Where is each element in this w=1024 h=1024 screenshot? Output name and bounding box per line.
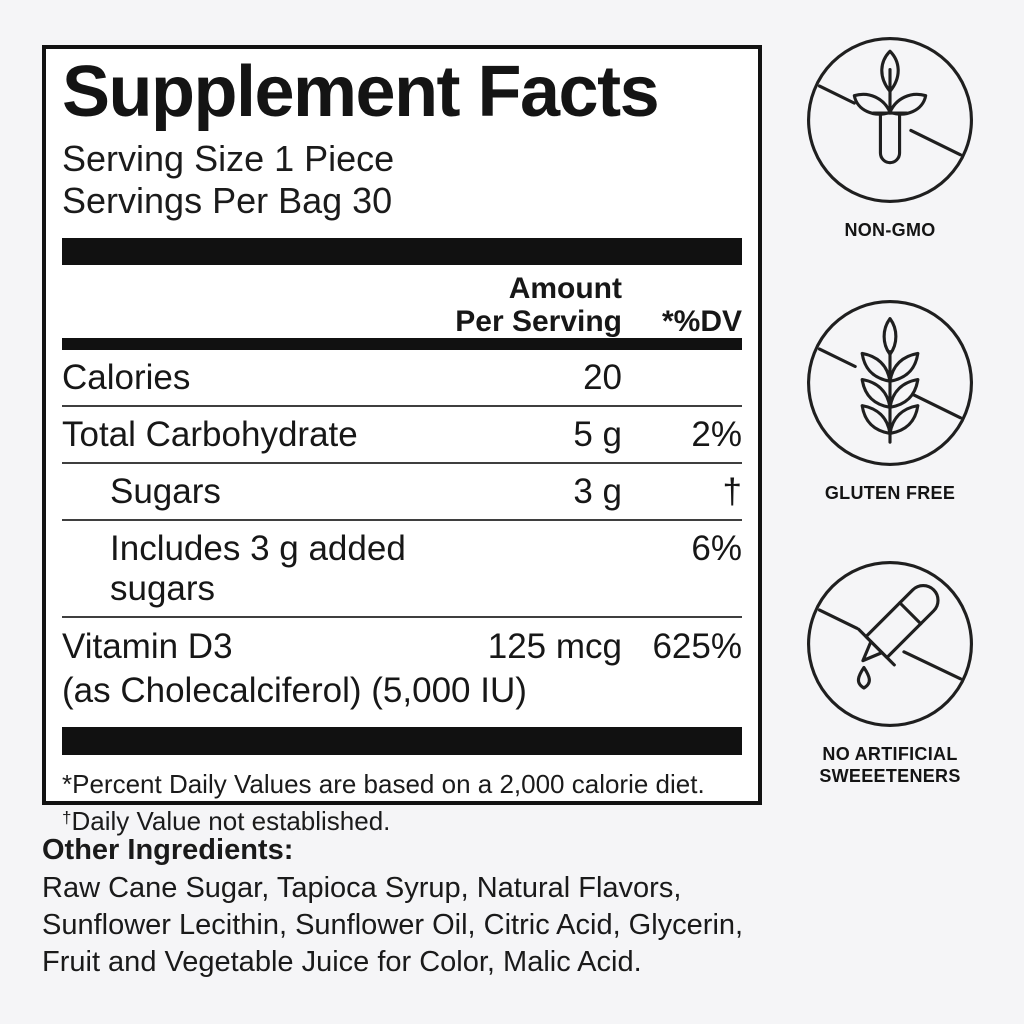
- row-dv: 6%: [691, 529, 742, 568]
- medium-divider-bar: [62, 338, 742, 350]
- footnotes: *Percent Daily Values are based on a 2,0…: [62, 767, 742, 838]
- row-amount: 20: [583, 358, 622, 397]
- row-dv: 625%: [652, 627, 742, 666]
- table-row-total-carbohydrate: Total Carbohydrate 5 g 2%: [62, 407, 742, 464]
- row-dv: [622, 358, 742, 398]
- serving-size-text: Serving Size 1 Piece: [62, 138, 395, 179]
- row-name: Calories: [62, 358, 191, 397]
- table-row-added-sugars: Includes 3 g added sugars 6%: [62, 521, 742, 618]
- row-name: Total Carbohydrate: [62, 415, 358, 454]
- servings-per-bag-text: Servings Per Bag 30: [62, 180, 393, 221]
- amount-per-serving-header: Amount Per Serving: [432, 272, 622, 338]
- other-ingredients-section: Other Ingredients: Raw Cane Sugar, Tapio…: [42, 830, 862, 981]
- supplement-facts-panel: Supplement Facts Serving Size 1 Piece Se…: [42, 45, 762, 836]
- row-amount: 5 g: [573, 415, 622, 454]
- other-ingredients-line: Sunflower Lecithin, Sunflower Oil, Citri…: [42, 909, 744, 941]
- table-row-vitamin-d3: Vitamin D3 125 mcg 625%: [62, 618, 742, 667]
- row-dv: †: [722, 472, 742, 511]
- row-amount: [432, 529, 622, 609]
- footnote-text: Daily Value not established.: [71, 806, 391, 836]
- panel-title: Supplement Facts: [62, 52, 660, 132]
- badge-gluten-free: GLUTEN FREE: [790, 296, 990, 504]
- vitamin-d3-subline: (as Cholecalciferol) (5,000 IU): [62, 671, 527, 710]
- badge-label: GLUTEN FREE: [790, 482, 990, 504]
- row-name: Vitamin D3: [62, 627, 233, 666]
- row-name: Sugars: [110, 472, 221, 511]
- badge-non-gmo: NON-GMO: [790, 33, 990, 241]
- thick-divider-bar-top: [62, 238, 742, 265]
- badge-no-artificial-sweeteners: NO ARTIFICIAL SWEEETENERS: [790, 557, 990, 787]
- badge-label-line: NON-GMO: [844, 220, 936, 240]
- gluten-free-icon: [807, 300, 973, 466]
- footnote-daily-values: *Percent Daily Values are based on a 2,0…: [62, 769, 705, 799]
- table-header: Amount Per Serving *%DV: [62, 265, 742, 338]
- other-ingredients-line: Fruit and Vegetable Juice for Color, Mal…: [42, 946, 642, 978]
- dagger-symbol: †: [62, 808, 72, 827]
- table-row-calories: Calories 20: [62, 350, 742, 407]
- badge-label: NON-GMO: [790, 219, 990, 241]
- other-ingredients-heading: Other Ingredients:: [42, 834, 294, 866]
- badge-label-line: SWEEETENERS: [819, 766, 961, 786]
- dv-header: *%DV: [661, 305, 742, 338]
- row-amount: 3 g: [573, 472, 622, 511]
- other-ingredients-line: Raw Cane Sugar, Tapioca Syrup, Natural F…: [42, 872, 682, 904]
- amount-header-line1: Amount: [508, 272, 622, 305]
- badge-label-line: NO ARTIFICIAL: [822, 744, 958, 764]
- table-row-sugars: Sugars 3 g †: [62, 464, 742, 521]
- row-dv: 2%: [691, 415, 742, 454]
- amount-header-line2: Per Serving: [455, 305, 622, 338]
- footnote-dv-not-established: †Daily Value not established.: [62, 801, 742, 838]
- thick-divider-bar-bottom: [62, 727, 742, 755]
- badge-label-line: GLUTEN FREE: [824, 483, 956, 503]
- no-artificial-sweeteners-icon: [807, 561, 973, 727]
- non-gmo-icon: [807, 37, 973, 203]
- row-amount: 125 mcg: [487, 627, 622, 666]
- row-name: Includes 3 g added sugars: [110, 529, 406, 608]
- badge-label: NO ARTIFICIAL SWEEETENERS: [790, 743, 990, 787]
